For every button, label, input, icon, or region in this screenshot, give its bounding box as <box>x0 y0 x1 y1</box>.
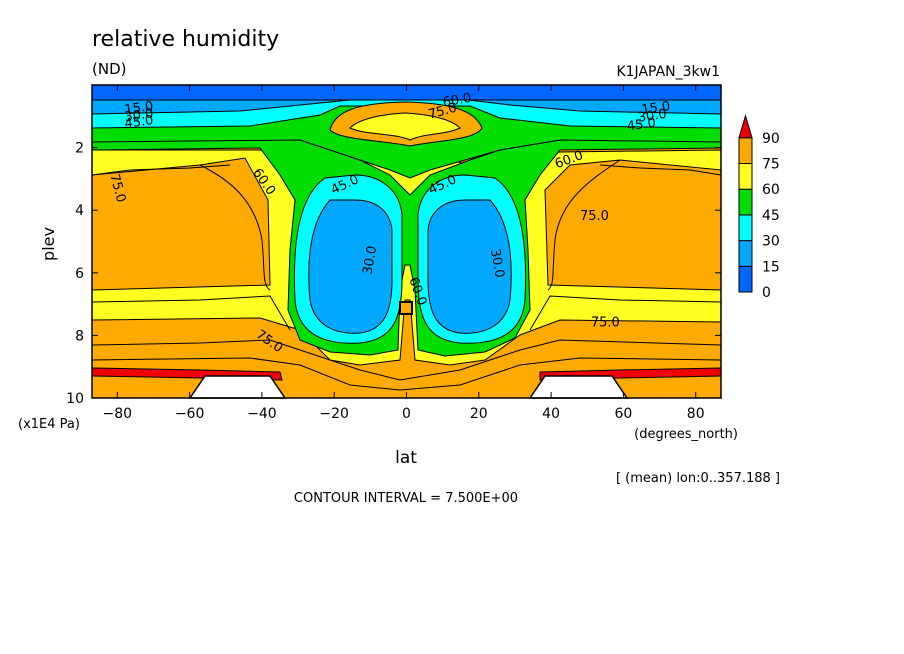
contour-label: 15.0 <box>641 99 672 118</box>
contour-label: 15.0 <box>124 99 155 118</box>
colorbar-band <box>738 163 753 190</box>
contour-label: 75.0 <box>580 209 609 224</box>
contour-label: 30.0 <box>637 107 668 126</box>
x-tick-label: −40 <box>247 406 277 422</box>
x-tick-label: −80 <box>103 406 133 422</box>
x-tick-label: 60 <box>614 406 632 422</box>
colorbar-band <box>738 188 753 216</box>
y-tick-label: 2 <box>75 141 84 157</box>
colorbar-label: 75 <box>762 157 780 173</box>
colorbar-band <box>738 214 753 242</box>
colorbar-label: 15 <box>762 259 780 275</box>
contour-label: 75.0 <box>427 101 459 123</box>
y-axis-units: (x1E4 Pa) <box>18 417 80 432</box>
x-tick-label: 40 <box>542 406 560 422</box>
top-yellow-cap <box>349 112 461 141</box>
dataset-name: K1JAPAN_3kw1 <box>616 64 720 80</box>
contour-label: 45.0 <box>626 116 657 135</box>
chart-title: relative humidity <box>92 27 279 52</box>
contour-label: 45.0 <box>124 113 155 132</box>
x-tick-label: 20 <box>470 406 488 422</box>
colorbar-label: 30 <box>762 234 780 250</box>
x-tick-label: −60 <box>175 406 205 422</box>
contour-label: 60.0 <box>442 91 473 111</box>
plot-area: 75.0 60.0 45.0 45.030.0 30.060.075.060.015.0… <box>66 84 722 422</box>
equator-box <box>399 301 413 315</box>
y-axis-label: plev <box>39 227 58 261</box>
colorbar-label: 45 <box>762 208 780 224</box>
contour-label: 30.0 <box>360 245 380 276</box>
colorbar-band <box>738 240 753 267</box>
colorbar-label: 60 <box>762 182 780 198</box>
colorbar-band <box>738 265 753 293</box>
colorbar-arrow <box>738 114 753 139</box>
y-tick-label: 4 <box>75 203 84 219</box>
colorbar-label: 90 <box>762 131 780 147</box>
y-tick-label: 10 <box>66 391 84 407</box>
colorbar-label: 0 <box>762 285 771 301</box>
terrain-north <box>528 375 629 399</box>
terrain-south <box>188 375 287 399</box>
contour-label: 75.0 <box>591 315 620 330</box>
x-tick-label: 80 <box>687 406 705 422</box>
band-45-60 <box>91 139 722 357</box>
x-axis-ticks: −80 −60 −40 −20 0 20 40 60 80 <box>103 85 705 422</box>
average-note: [ (mean) lon:0..357.188 ] <box>616 471 780 486</box>
contour-label: 30.0 <box>487 248 507 279</box>
x-tick-label: 0 <box>402 406 411 422</box>
colorbar-band <box>738 137 753 165</box>
y-axis-ticks: 2 4 6 8 10 <box>66 141 721 407</box>
contour-label: 75.0 <box>106 172 128 204</box>
x-axis-label: lat <box>395 448 417 468</box>
contour-interval: CONTOUR INTERVAL = 7.500E+00 <box>294 491 518 506</box>
band-15-30 <box>308 199 512 334</box>
y-tick-label: 8 <box>75 328 84 344</box>
y-tick-label: 6 <box>75 266 84 282</box>
chart-units: (ND) <box>92 60 126 78</box>
contour-label: 30.0 <box>124 106 155 125</box>
colorbar: 0 15 30 45 60 75 90 <box>738 114 780 301</box>
contour-lines <box>91 159 722 391</box>
x-tick-label: −20 <box>319 406 349 422</box>
x-axis-units: (degrees_north) <box>634 427 738 442</box>
